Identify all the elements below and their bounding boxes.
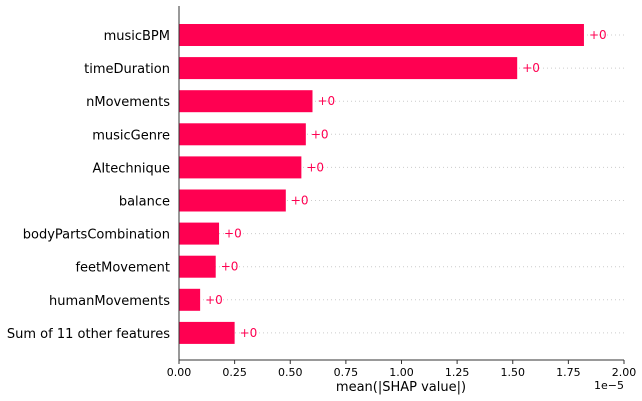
bar-9 bbox=[179, 321, 235, 344]
x-tick-label: 1.25 bbox=[445, 366, 470, 379]
bar-value-label: +0 bbox=[291, 194, 309, 208]
x-axis-label: mean(|SHAP value|) bbox=[336, 380, 466, 395]
bar-value-label: +0 bbox=[240, 326, 258, 340]
bar-value-label: +0 bbox=[311, 127, 329, 141]
feature-label: feetMovement bbox=[75, 261, 170, 276]
feature-label: bodyPartsCombination bbox=[23, 228, 170, 243]
bar-0 bbox=[179, 24, 584, 46]
bar-8 bbox=[179, 288, 201, 311]
bar-value-label: +0 bbox=[522, 61, 540, 75]
bar-2 bbox=[179, 90, 313, 113]
bar-value-label: +0 bbox=[306, 160, 324, 174]
bar-6 bbox=[179, 222, 220, 245]
feature-label: AItechnique bbox=[92, 161, 170, 176]
bar-3 bbox=[179, 123, 306, 146]
x-axis-offset-label: 1e−5 bbox=[594, 379, 624, 392]
bar-5 bbox=[179, 189, 286, 212]
bar-1 bbox=[179, 57, 518, 80]
feature-label: musicGenre bbox=[92, 128, 170, 143]
x-tick-label: 1.00 bbox=[389, 366, 414, 379]
bars-layer: +0 +0 +0 +0 +0 +0 +0 +0 +0 +0 bbox=[179, 24, 607, 344]
x-axis: 0.00 0.25 0.50 0.75 1.00 1.25 1.50 1.75 2.00 mea… bbox=[167, 6, 637, 395]
bar-4 bbox=[179, 156, 302, 179]
x-tick-label: 2.00 bbox=[612, 366, 637, 379]
category-labels: musicBPM timeDuration nMovements musicGenre… bbox=[7, 29, 170, 342]
feature-label: musicBPM bbox=[104, 29, 170, 44]
grid-layer bbox=[179, 34, 624, 334]
bar-value-label: +0 bbox=[205, 293, 223, 307]
bar-value-label: +0 bbox=[318, 94, 336, 108]
x-tick-labels: 0.00 0.25 0.50 0.75 1.00 1.25 1.50 1.75 2.00 bbox=[167, 360, 637, 379]
x-tick-label: 0.75 bbox=[334, 366, 359, 379]
x-tick-label: 1.75 bbox=[556, 366, 581, 379]
bar-value-label: +0 bbox=[221, 260, 239, 274]
x-tick-label: 0.25 bbox=[222, 366, 247, 379]
feature-label: balance bbox=[119, 195, 170, 210]
x-tick-label: 1.50 bbox=[501, 366, 526, 379]
x-tick-label: 0.50 bbox=[278, 366, 303, 379]
bar-7 bbox=[179, 255, 216, 278]
feature-label: nMovements bbox=[86, 95, 170, 110]
feature-label: Sum of 11 other features bbox=[7, 327, 170, 342]
feature-label: timeDuration bbox=[84, 62, 170, 77]
x-tick-label: 0.00 bbox=[167, 366, 192, 379]
feature-label: humanMovements bbox=[49, 294, 170, 309]
bar-value-label: +0 bbox=[589, 28, 607, 42]
bar-value-label: +0 bbox=[224, 227, 242, 241]
